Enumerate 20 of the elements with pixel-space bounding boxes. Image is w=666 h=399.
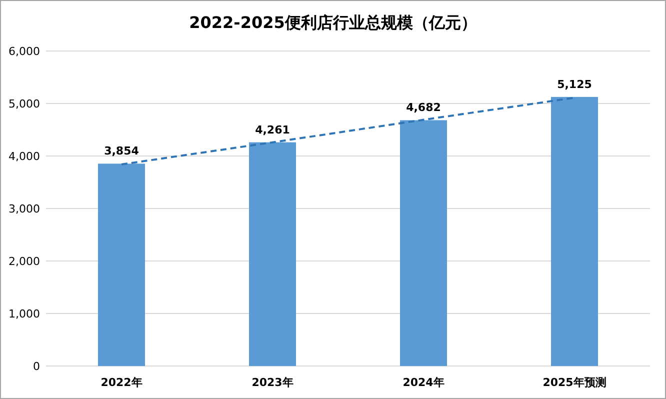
data-label: 3,854 <box>104 144 140 158</box>
x-tick-label: 2025年预测 <box>542 376 606 389</box>
bar <box>400 120 447 366</box>
data-label: 5,125 <box>557 78 592 91</box>
y-tick-label: 4,000 <box>8 150 40 163</box>
x-tick-label: 2022年 <box>100 376 142 389</box>
y-tick-label: 2,000 <box>8 255 40 268</box>
bar <box>98 164 145 366</box>
bar <box>249 142 296 366</box>
chart-title: 2022-2025便利店行业总规模（亿元） <box>189 13 477 32</box>
y-tick-label: 1,000 <box>8 308 40 320</box>
data-label: 4,261 <box>255 123 290 136</box>
x-tick-label: 2023年 <box>252 376 294 389</box>
y-tick-label: 6,000 <box>8 45 40 58</box>
y-tick-label: 5,000 <box>8 98 40 110</box>
y-tick-label: 3,000 <box>8 202 40 216</box>
x-tick-label: 2024年 <box>402 376 444 389</box>
bar <box>551 96 598 366</box>
y-tick-label: 0 <box>33 360 40 373</box>
data-label: 4,682 <box>406 101 441 114</box>
